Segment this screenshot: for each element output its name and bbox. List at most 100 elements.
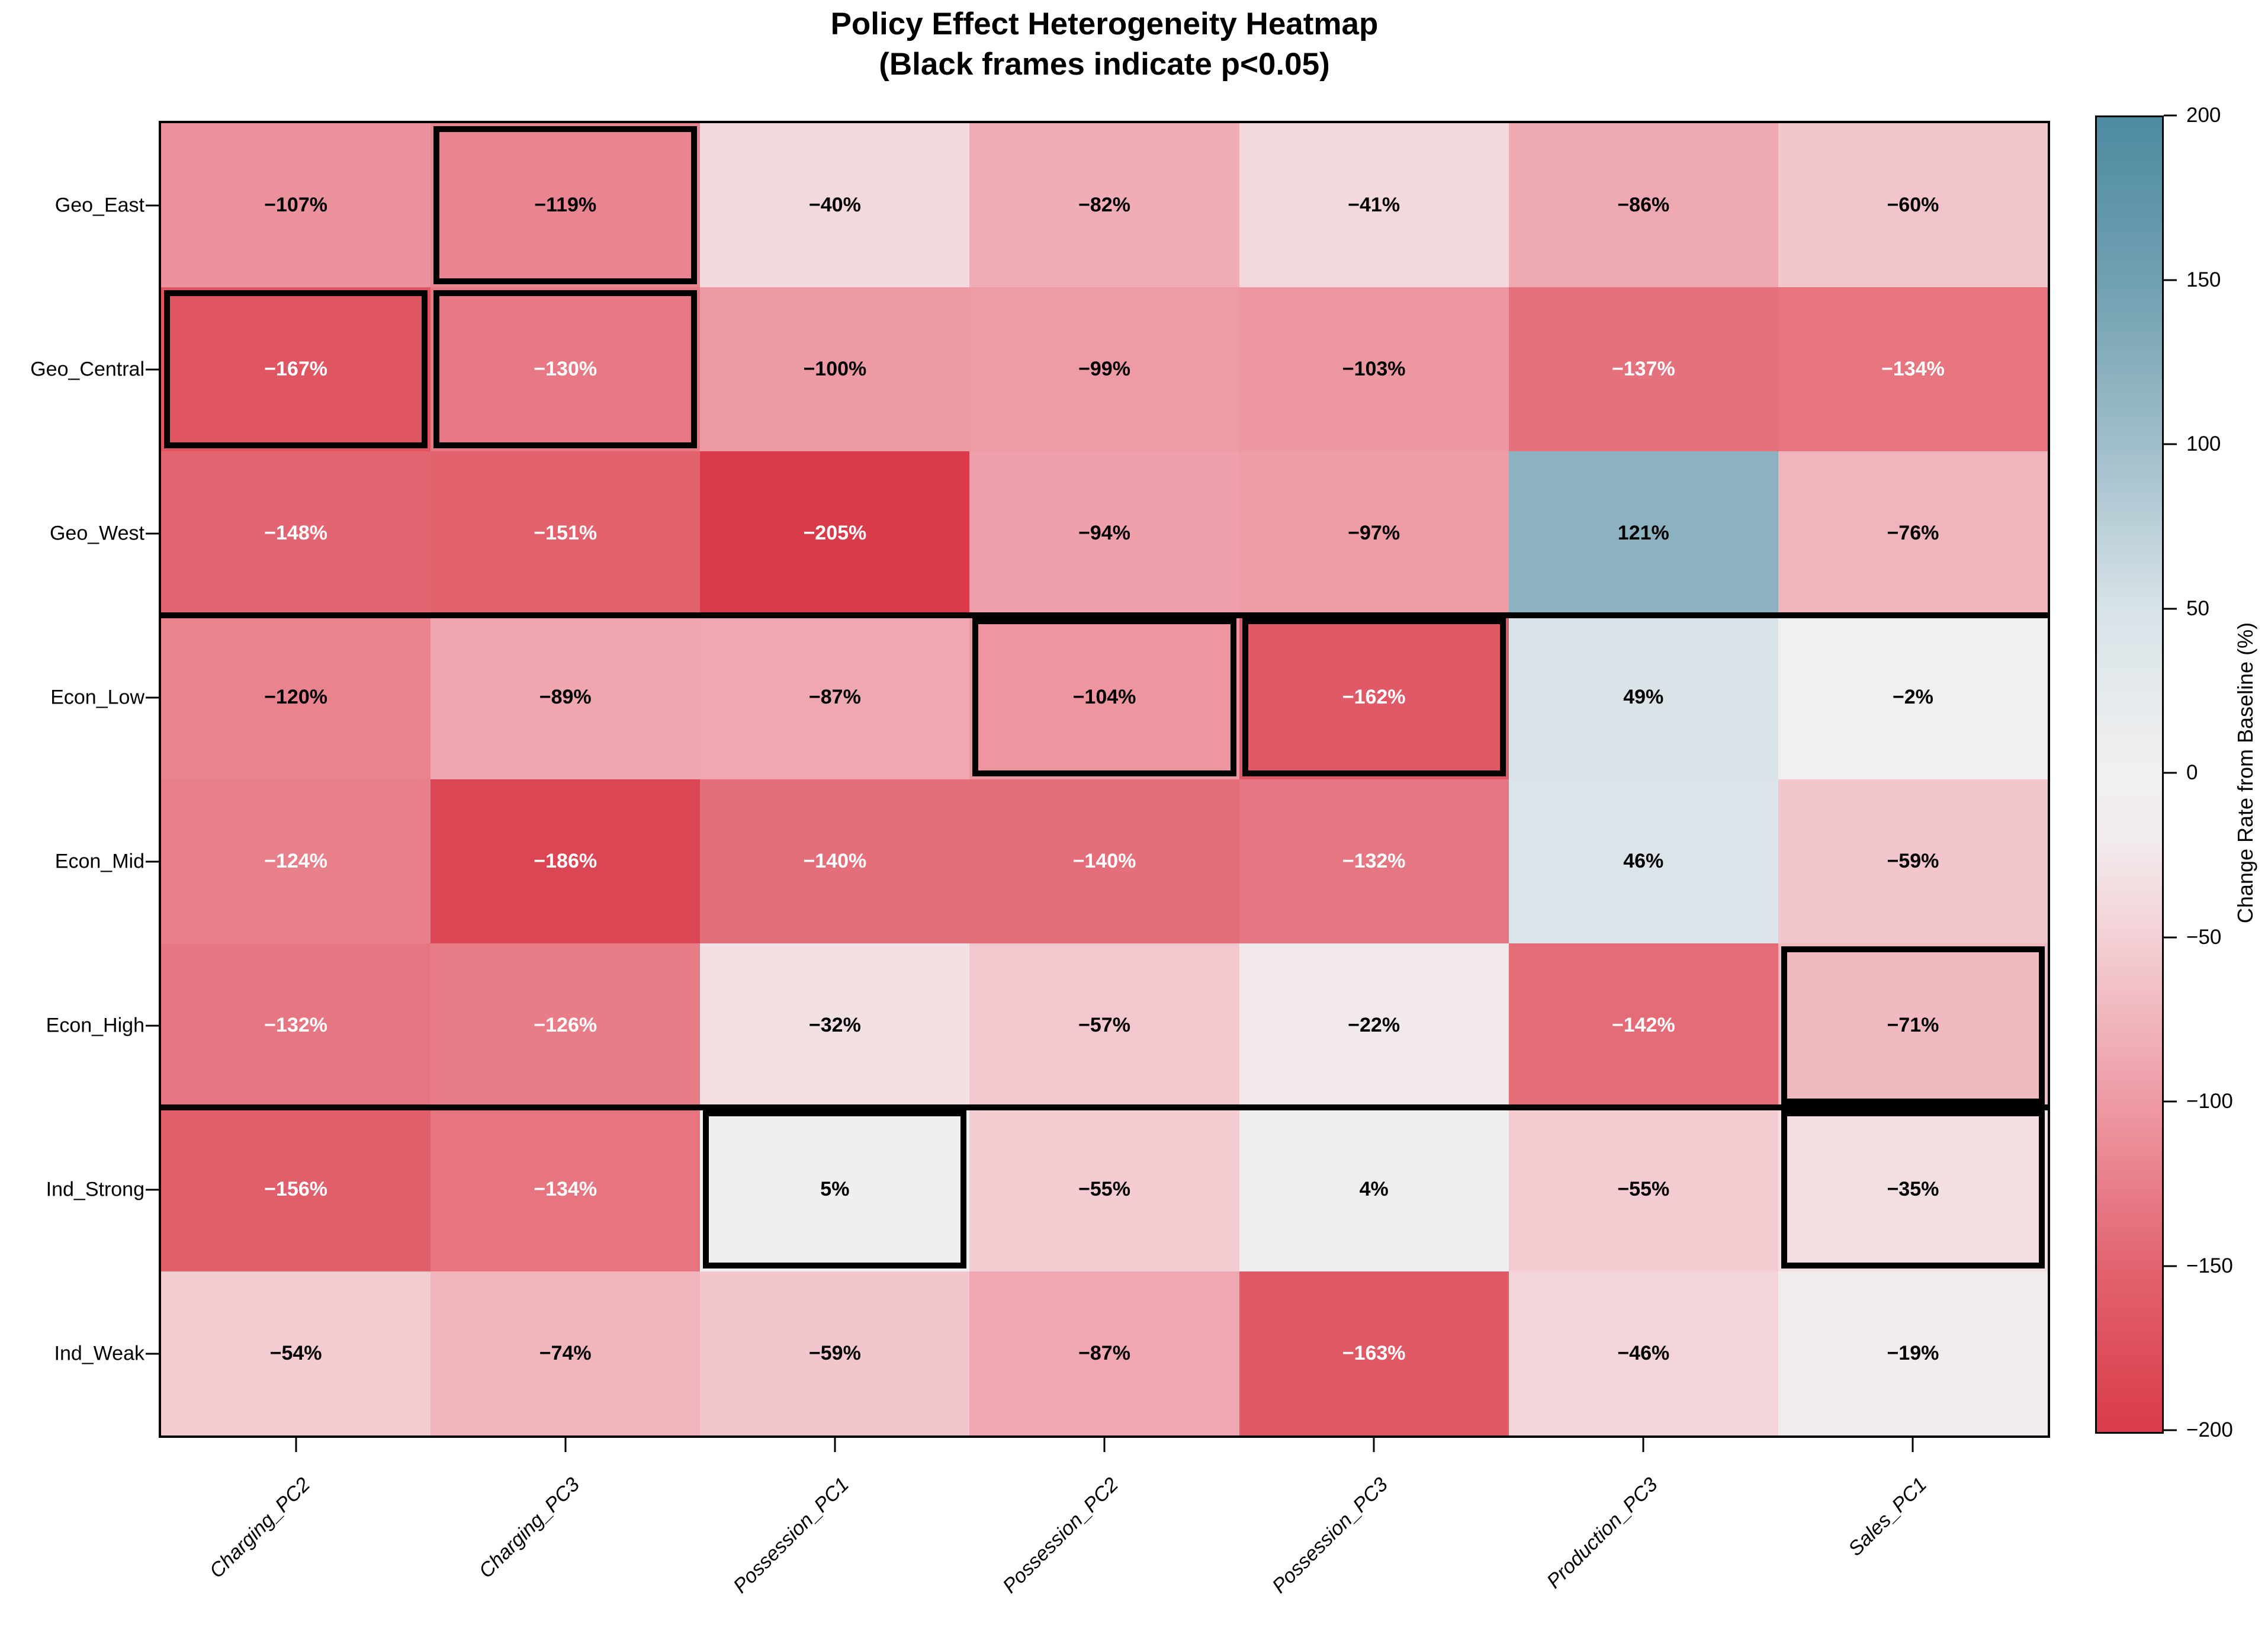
heatmap-cell-Econ_Mid-Charging_PC3: −186% [431,779,701,943]
chart-subtitle: (Black frames indicate p<0.05) [879,47,1330,82]
y-axis-tick [146,1025,159,1026]
heatmap-cell-Geo_East-Possession_PC2: −82% [969,123,1239,287]
heatmap-cell-Ind_Weak-Production_PC3: −46% [1508,1271,1778,1435]
significance-frame [1242,618,1506,776]
colorbar-tick-label: −150 [2186,1254,2233,1277]
colorbar-tick-label: −200 [2186,1418,2233,1441]
heatmap-cell-Geo_Central-Charging_PC2: −167% [161,287,431,451]
y-axis-label-Geo_East: Geo_East [54,194,144,216]
chart-title: Policy Effect Heterogeneity Heatmap [830,7,1379,41]
heatmap-cell-Ind_Strong-Production_PC3: −55% [1508,1107,1778,1271]
heatmap-cell-Geo_West-Charging_PC3: −151% [431,451,701,615]
heatmap-cell-Ind_Weak-Possession_PC2: −87% [969,1271,1239,1435]
colorbar-tick [2164,1100,2177,1103]
significance-frame [703,1110,967,1268]
heatmap-cell-Econ_High-Possession_PC2: −57% [969,943,1239,1107]
heatmap-cell-Geo_West-Possession_PC3: −97% [1239,451,1509,615]
heatmap-cell-Geo_West-Sales_PC1: −76% [1778,451,2048,615]
colorbar-tick [2164,443,2177,445]
colorbar-tick [2164,608,2177,609]
significance-frame [433,126,698,284]
heatmap-cell-Geo_Central-Possession_PC2: −99% [969,287,1239,451]
heatmap-cell-Econ_Mid-Possession_PC1: −140% [700,779,970,943]
colorbar [2095,115,2164,1434]
y-axis-tick [146,368,159,370]
heatmap-cell-Econ_Low-Possession_PC2: −104% [969,615,1239,779]
heatmap-cell-Ind_Strong-Possession_PC2: −55% [969,1107,1239,1271]
significance-frame [164,290,428,448]
heatmap-cell-Geo_East-Charging_PC2: −107% [161,123,431,287]
x-axis-tick [1103,1438,1106,1452]
heatmap-cell-Geo_West-Possession_PC2: −94% [969,451,1239,615]
x-axis-label-Production_PC3: Production_PC3 [1542,1473,1662,1593]
colorbar-tick-label: 0 [2186,761,2198,784]
x-axis-label-Charging_PC2: Charging_PC2 [205,1473,314,1583]
y-axis-label-Ind_Strong: Ind_Strong [46,1178,144,1200]
colorbar-tick [2164,114,2177,117]
x-axis-tick [1373,1438,1375,1452]
heatmap-cell-Ind_Weak-Possession_PC1: −59% [700,1271,970,1435]
heatmap-plot: −107% −119% −40% −82% −41% −86% −60% −167% −130%… [159,121,2050,1438]
heatmap-cell-Geo_Central-Possession_PC1: −100% [700,287,970,451]
heatmap-cell-Ind_Strong-Charging_PC3: −134% [431,1107,701,1271]
heatmap-cell-Econ_Low-Possession_PC3: −162% [1239,615,1509,779]
significance-frame [433,290,698,448]
heatmap-cell-Geo_Central-Sales_PC1: −134% [1778,287,2048,451]
x-axis-tick [564,1438,567,1452]
heatmap-cell-Econ_High-Production_PC3: −142% [1508,943,1778,1107]
y-axis-tick [146,532,159,534]
heatmap-cell-Econ_High-Sales_PC1: −71% [1778,943,2048,1107]
x-axis-tick [1912,1438,1914,1452]
heatmap-cell-Ind_Strong-Possession_PC1: 5% [700,1107,970,1271]
heatmap-cell-Geo_West-Production_PC3: 121% [1508,451,1778,615]
x-axis-label-Possession_PC2: Possession_PC2 [998,1473,1123,1598]
heatmap-cell-Econ_Mid-Possession_PC2: −140% [969,779,1239,943]
heatmap-cell-Ind_Strong-Charging_PC2: −156% [161,1107,431,1271]
heatmap-cell-Econ_Mid-Charging_PC2: −124% [161,779,431,943]
heatmap-cell-Econ_Low-Charging_PC3: −89% [431,615,701,779]
colorbar-tick [2164,279,2177,281]
x-axis-tick [834,1438,836,1452]
heatmap-cell-Econ_High-Possession_PC3: −22% [1239,943,1509,1107]
x-axis-tick [295,1438,297,1452]
heatmap-cell-Ind_Strong-Possession_PC3: 4% [1239,1107,1509,1271]
colorbar-tick [2164,772,2177,774]
y-axis-label-Econ_Low: Econ_Low [50,686,144,708]
colorbar-tick-label: 100 [2186,432,2221,455]
heatmap-cell-Ind_Weak-Charging_PC2: −54% [161,1271,431,1435]
x-axis-label-Sales_PC1: Sales_PC1 [1844,1473,1932,1560]
y-axis-label-Econ_Mid: Econ_Mid [54,850,144,872]
heatmap-cell-Geo_West-Possession_PC1: −205% [700,451,970,615]
heatmap-cell-Geo_East-Possession_PC3: −41% [1239,123,1509,287]
heatmap-cell-Econ_Mid-Sales_PC1: −59% [1778,779,2048,943]
heatmap-cell-Ind_Strong-Sales_PC1: −35% [1778,1107,2048,1271]
heatmap-cell-Geo_East-Production_PC3: −86% [1508,123,1778,287]
significance-frame [1781,946,2045,1104]
heatmap-cell-Econ_Mid-Production_PC3: 46% [1508,779,1778,943]
heatmap-cell-Econ_Low-Sales_PC1: −2% [1778,615,2048,779]
significance-frame [972,618,1236,776]
heatmap-cell-Econ_Low-Production_PC3: 49% [1508,615,1778,779]
x-axis-label-Possession_PC1: Possession_PC1 [728,1473,853,1598]
colorbar-tick [2164,1265,2177,1267]
x-axis-label-Possession_PC3: Possession_PC3 [1268,1473,1393,1598]
colorbar-tick-label: −100 [2186,1090,2233,1113]
y-axis-tick [146,1353,159,1354]
y-axis-label-Geo_West: Geo_West [49,522,144,544]
group-separator-line [161,612,2048,618]
significance-frame [1781,1110,2045,1268]
colorbar-tick-label: 150 [2186,268,2221,291]
y-axis-tick [146,1189,159,1190]
heatmap-cell-Geo_Central-Possession_PC3: −103% [1239,287,1509,451]
heatmap-cell-Econ_Low-Possession_PC1: −87% [700,615,970,779]
colorbar-axis-label: Change Rate from Baseline (%) [2233,622,2257,924]
colorbar-tick [2164,1429,2177,1431]
x-axis-label-Charging_PC3: Charging_PC3 [474,1473,584,1583]
heatmap-cell-Ind_Weak-Possession_PC3: −163% [1239,1271,1509,1435]
y-axis-tick [146,860,159,862]
y-axis-label-Econ_High: Econ_High [46,1014,144,1036]
colorbar-tick-label: 50 [2186,596,2209,620]
heatmap-cell-Geo_East-Sales_PC1: −60% [1778,123,2048,287]
heatmap-cell-Geo_West-Charging_PC2: −148% [161,451,431,615]
y-axis-label-Geo_Central: Geo_Central [30,358,144,380]
